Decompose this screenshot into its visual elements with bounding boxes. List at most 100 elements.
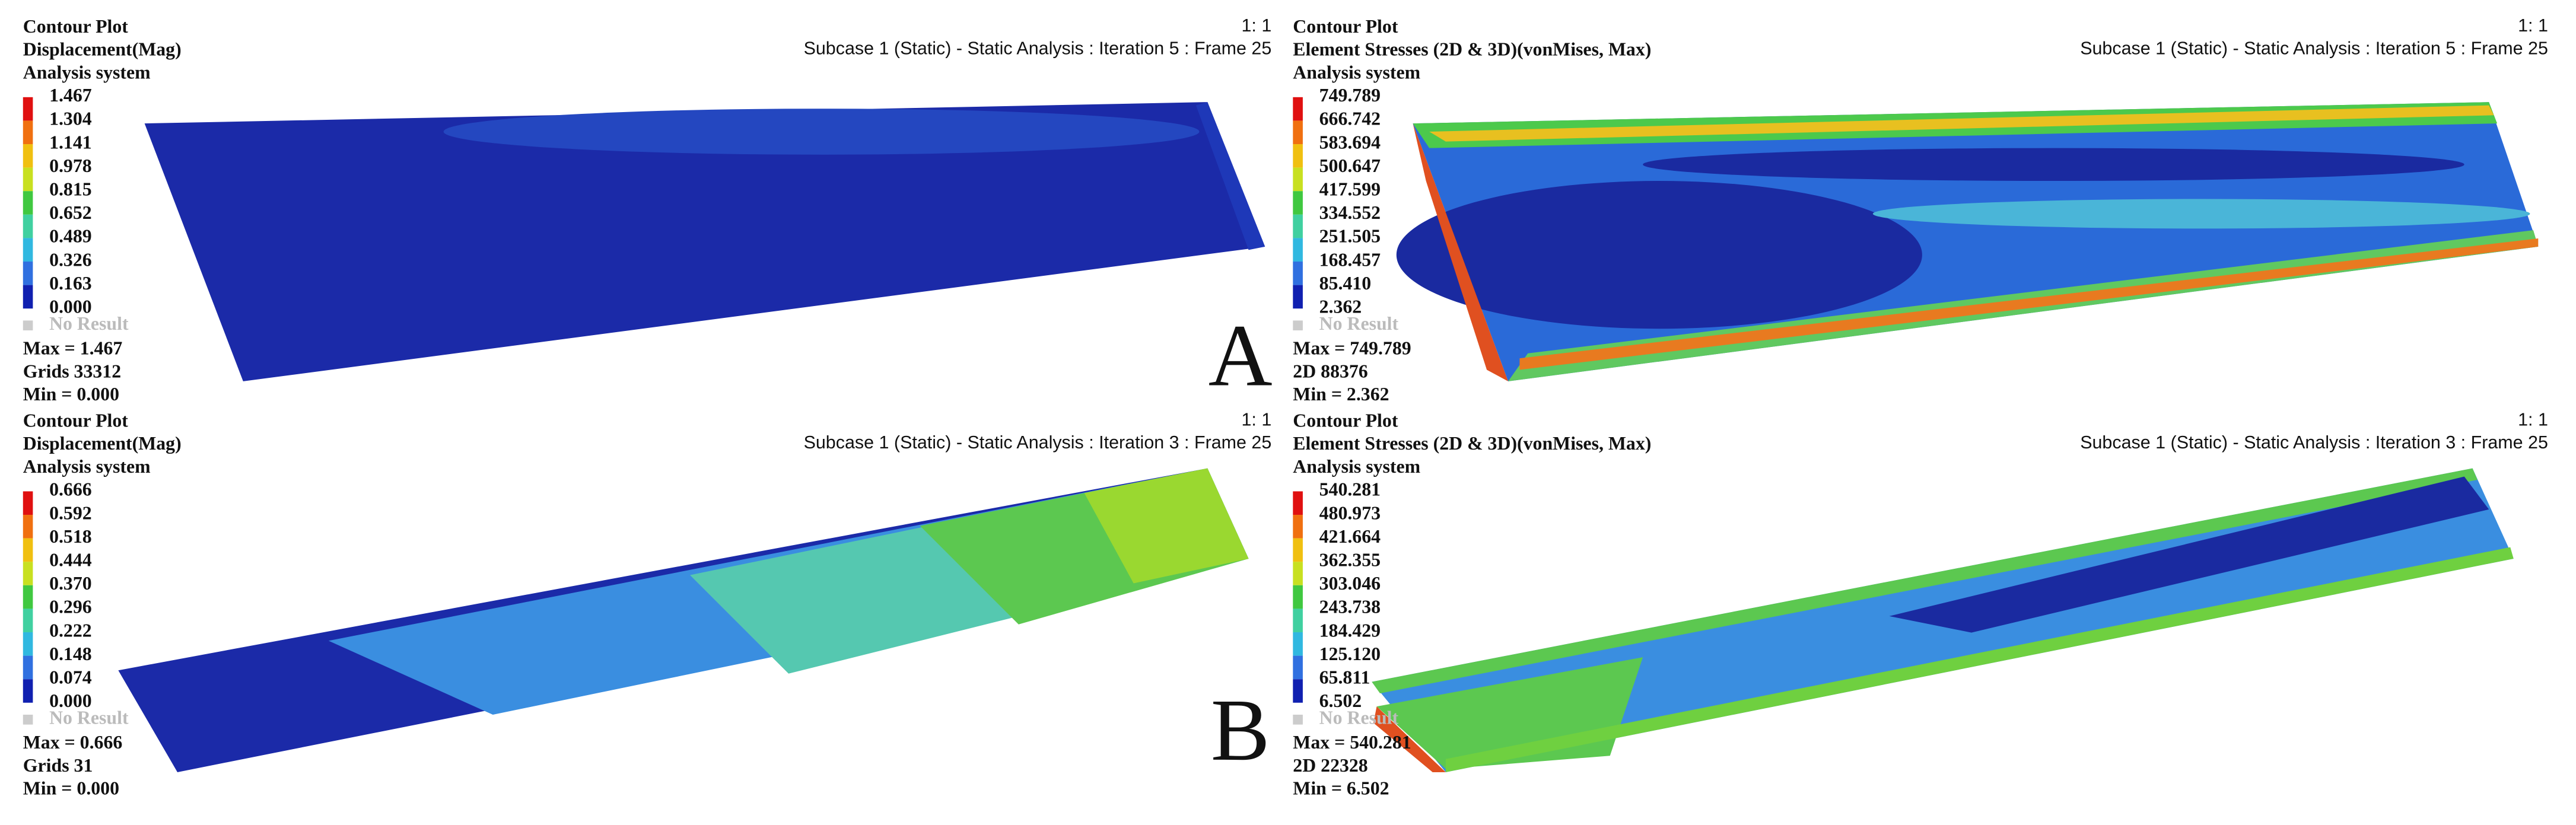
no-result: No Result bbox=[49, 708, 129, 728]
legend-value: 749.789 bbox=[1319, 85, 1381, 106]
no-result: No Result bbox=[1319, 313, 1399, 334]
view-scale: 1: 1 bbox=[2518, 409, 2548, 429]
legend-band bbox=[23, 655, 33, 680]
plot-title: Contour Plot bbox=[23, 16, 129, 37]
legend-value: 334.552 bbox=[1319, 202, 1381, 223]
panel-label: B bbox=[1211, 681, 1270, 779]
legend-band bbox=[1293, 632, 1303, 656]
min-value: Min = 0.000 bbox=[23, 384, 119, 404]
legend-band bbox=[1293, 515, 1303, 539]
legend-band bbox=[1293, 491, 1303, 515]
legend-value: 0.815 bbox=[49, 179, 92, 200]
plot-title: Contour Plot bbox=[1293, 410, 1398, 431]
legend-band bbox=[23, 191, 33, 215]
legend-band bbox=[23, 144, 33, 168]
wing-contour bbox=[1372, 468, 2514, 772]
legend-value: 0.000 bbox=[49, 690, 92, 711]
legend-value: 0.666 bbox=[49, 479, 92, 500]
legend-band bbox=[23, 285, 33, 309]
legend-value: 168.457 bbox=[1319, 249, 1381, 270]
legend-band bbox=[1293, 262, 1303, 285]
legend-value: 0.978 bbox=[49, 155, 92, 176]
no-result-swatch bbox=[23, 320, 33, 331]
legend-band bbox=[23, 238, 33, 262]
legend-band bbox=[1293, 285, 1303, 309]
legend-band bbox=[1293, 562, 1303, 585]
legend-value: 0.592 bbox=[49, 502, 92, 523]
legend-band bbox=[1293, 191, 1303, 215]
no-result: No Result bbox=[49, 313, 129, 334]
legend-value: 666.742 bbox=[1319, 109, 1381, 129]
legend-band bbox=[23, 515, 33, 539]
min-value: Min = 0.000 bbox=[23, 778, 119, 799]
wing-contour bbox=[1396, 102, 2539, 381]
legend-value: 0.296 bbox=[49, 597, 92, 617]
legend-value: 0.000 bbox=[49, 297, 92, 317]
legend-band bbox=[1293, 585, 1303, 609]
legend-band bbox=[23, 262, 33, 285]
view-scale: 1: 1 bbox=[1242, 409, 1272, 429]
entity-count: Grids 33312 bbox=[23, 361, 121, 381]
min-value: Min = 2.362 bbox=[1293, 384, 1389, 404]
legend-band bbox=[23, 491, 33, 515]
system-label: Analysis system bbox=[23, 62, 151, 82]
legend-value: 251.505 bbox=[1319, 226, 1381, 247]
legend-value: 0.444 bbox=[49, 550, 92, 571]
legend-band bbox=[1293, 167, 1303, 192]
result-type: Displacement(Mag) bbox=[23, 39, 182, 60]
legend-band bbox=[23, 562, 33, 585]
subcase-label: Subcase 1 (Static) - Static Analysis : I… bbox=[804, 432, 1272, 453]
legend-value: 417.599 bbox=[1319, 179, 1381, 200]
legend-band bbox=[23, 585, 33, 609]
min-value: Min = 6.502 bbox=[1293, 778, 1389, 799]
max-value: Max = 1.467 bbox=[23, 338, 123, 359]
legend-value: 1.467 bbox=[49, 85, 92, 106]
result-type: Element Stresses (2D & 3D)(vonMises, Max… bbox=[1293, 39, 1651, 60]
subcase-label: Subcase 1 (Static) - Static Analysis : I… bbox=[2080, 432, 2548, 453]
no-result: No Result bbox=[1319, 708, 1399, 728]
legend-value: 1.304 bbox=[49, 109, 92, 129]
legend-value: 303.046 bbox=[1319, 573, 1381, 594]
result-type: Element Stresses (2D & 3D)(vonMises, Max… bbox=[1293, 433, 1651, 454]
result-type: Displacement(Mag) bbox=[23, 433, 182, 454]
legend-band bbox=[1293, 97, 1303, 121]
legend-band bbox=[23, 538, 33, 562]
no-result-swatch bbox=[23, 715, 33, 725]
legend-value: 0.163 bbox=[49, 273, 92, 294]
legend-value: 0.652 bbox=[49, 202, 92, 223]
max-value: Max = 749.789 bbox=[1293, 338, 1411, 359]
legend-value: 0.489 bbox=[49, 226, 92, 247]
legend-value: 421.664 bbox=[1319, 526, 1381, 547]
legend-value: 1.141 bbox=[49, 132, 92, 152]
subcase-label: Subcase 1 (Static) - Static Analysis : I… bbox=[2080, 39, 2548, 59]
legend-band bbox=[1293, 238, 1303, 262]
legend-band bbox=[1293, 609, 1303, 633]
system-label: Analysis system bbox=[1293, 62, 1420, 82]
legend-value: 85.410 bbox=[1319, 273, 1372, 294]
legend-band bbox=[1293, 679, 1303, 703]
view-scale: 1: 1 bbox=[2518, 15, 2548, 36]
no-result-swatch bbox=[1293, 320, 1303, 331]
legend-band bbox=[23, 679, 33, 703]
legend-value: 184.429 bbox=[1319, 620, 1381, 641]
system-label: Analysis system bbox=[1293, 456, 1420, 477]
legend-value: 2.362 bbox=[1319, 297, 1362, 317]
legend-value: 0.148 bbox=[49, 644, 92, 664]
legend-value: 65.811 bbox=[1319, 667, 1370, 688]
legend-value: 540.281 bbox=[1319, 479, 1381, 500]
legend-band bbox=[1293, 538, 1303, 562]
legend-band bbox=[23, 97, 33, 121]
legend-value: 125.120 bbox=[1319, 644, 1381, 664]
legend-band bbox=[23, 120, 33, 145]
legend-value: 0.074 bbox=[49, 667, 92, 688]
no-result-swatch bbox=[1293, 715, 1303, 725]
legend-value: 243.738 bbox=[1319, 597, 1381, 617]
entity-count: 2D 88376 bbox=[1293, 361, 1367, 381]
view-scale: 1: 1 bbox=[1242, 15, 1272, 36]
wing-contour bbox=[144, 102, 1265, 381]
legend-value: 0.370 bbox=[49, 573, 92, 594]
entity-count: Grids 31 bbox=[23, 755, 93, 776]
legend-value: 480.973 bbox=[1319, 502, 1381, 523]
legend-value: 0.222 bbox=[49, 620, 92, 641]
